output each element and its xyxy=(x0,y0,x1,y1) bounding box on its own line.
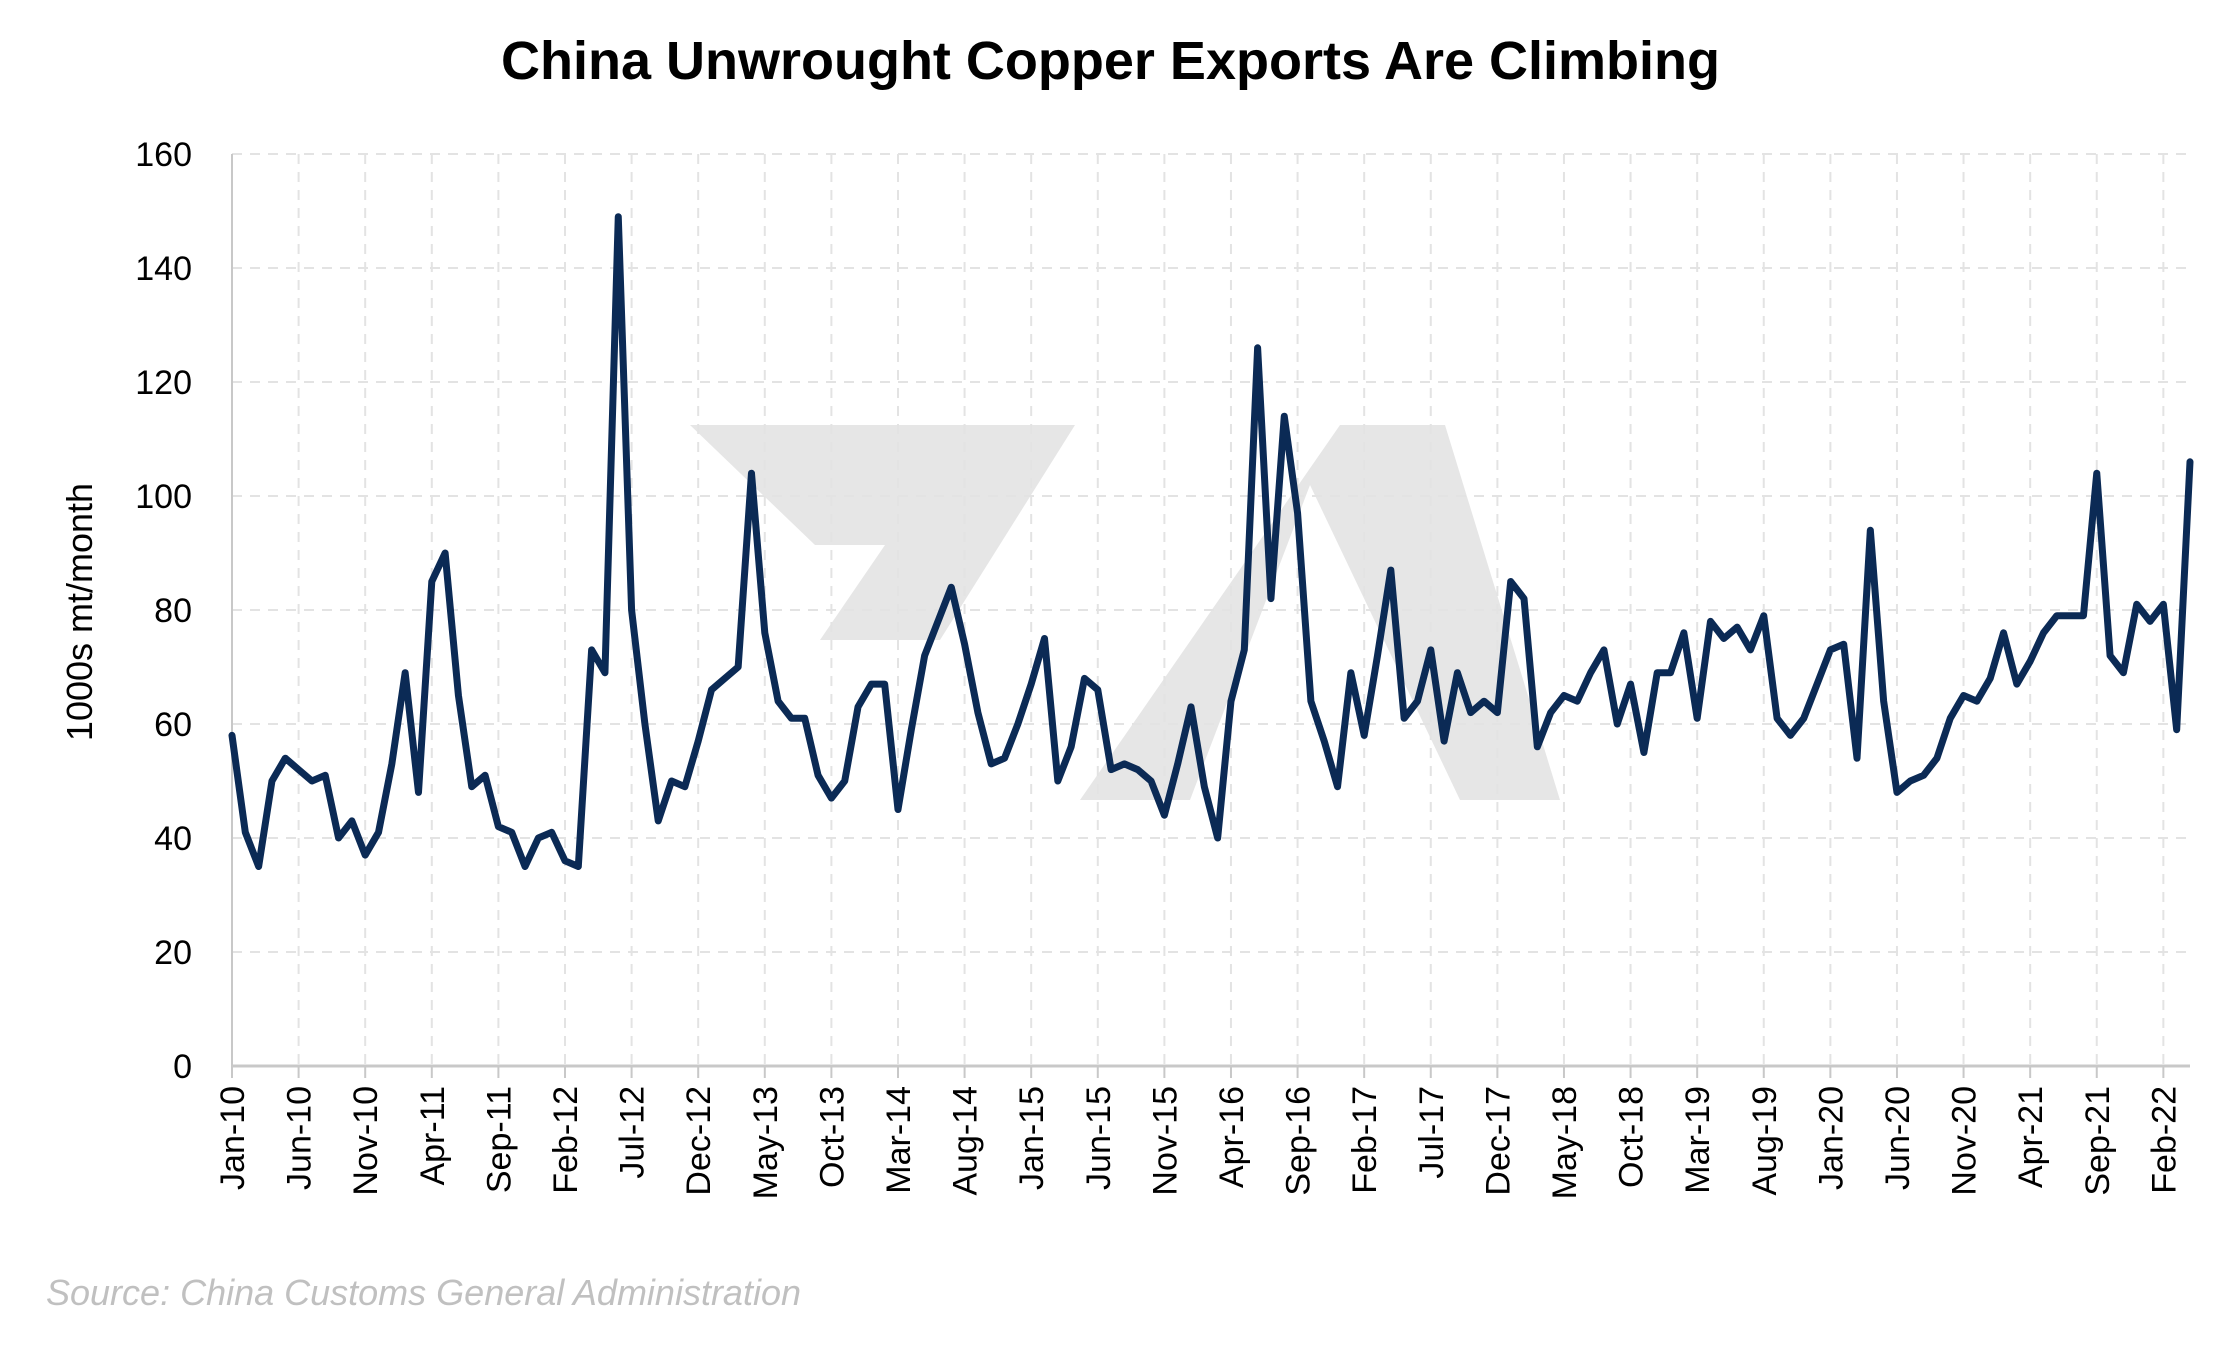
x-tick-label: Feb-22 xyxy=(2145,1086,2183,1194)
y-tick-label: 0 xyxy=(173,1048,192,1086)
x-tick-label: Aug-19 xyxy=(1746,1086,1784,1196)
watermark-logo xyxy=(690,425,1560,800)
x-tick-label: Nov-15 xyxy=(1146,1086,1184,1196)
x-tick-label: Jan-15 xyxy=(1013,1086,1051,1190)
watermark-shape xyxy=(690,425,1075,640)
x-tick-label: May-13 xyxy=(747,1086,785,1199)
chart-title: China Unwrought Copper Exports Are Climb… xyxy=(500,31,1720,91)
x-tick-label: Feb-17 xyxy=(1346,1086,1384,1194)
chart-grid xyxy=(232,153,2190,1066)
x-tick-label: Jun-20 xyxy=(1879,1086,1917,1190)
y-tick-label: 80 xyxy=(154,592,192,630)
y-tick-label: 40 xyxy=(154,820,192,858)
y-tick-label: 100 xyxy=(135,478,192,516)
x-tick-label: Nov-10 xyxy=(347,1086,385,1196)
x-tick-label: Sep-11 xyxy=(480,1086,518,1193)
x-tick-label: Aug-14 xyxy=(947,1086,985,1196)
y-tick-label: 120 xyxy=(135,364,192,402)
x-tick-label: Jul-12 xyxy=(614,1086,652,1179)
series-group xyxy=(228,213,2194,870)
watermark-shape xyxy=(1080,425,1560,800)
x-tick-label: Mar-14 xyxy=(880,1086,918,1194)
x-tick-label: Apr-21 xyxy=(2012,1086,2050,1188)
x-tick-label: Sep-16 xyxy=(1280,1086,1318,1196)
x-tick-label: Dec-12 xyxy=(680,1086,718,1196)
x-tick-label: Jul-17 xyxy=(1413,1086,1451,1179)
x-tick-label: Jun-15 xyxy=(1080,1086,1118,1190)
series-line xyxy=(228,213,2194,870)
x-tick-label: Jan-20 xyxy=(1812,1086,1850,1190)
x-tick-label: Jan-10 xyxy=(214,1086,252,1190)
y-axis-ticks: 0 20 40 60 80 100 120 140 160 xyxy=(135,136,192,1086)
y-tick-label: 60 xyxy=(154,706,192,744)
source-note: Source: China Customs General Administra… xyxy=(46,1272,801,1313)
x-axis-ticks: Jan-10 Jun-10 Nov-10 Apr-11 Sep-11 Feb-12 Jul-… xyxy=(214,1086,2183,1199)
y-tick-label: 140 xyxy=(135,250,192,288)
x-tick-label: Oct-13 xyxy=(813,1086,851,1188)
x-tick-label: Sep-21 xyxy=(2079,1086,2117,1196)
x-tick-label: Apr-16 xyxy=(1213,1086,1251,1188)
y-axis-title: 1000s mt/month xyxy=(59,483,100,741)
x-tick-label: May-18 xyxy=(1546,1086,1584,1199)
x-tick-label: Apr-11 xyxy=(414,1086,452,1186)
y-tick-label: 160 xyxy=(135,136,192,174)
x-tick-label: Oct-18 xyxy=(1613,1086,1651,1188)
chart-axes xyxy=(231,154,2190,1078)
x-tick-label: Mar-19 xyxy=(1679,1086,1717,1194)
y-tick-label: 20 xyxy=(154,934,192,972)
x-tick-label: Feb-12 xyxy=(547,1086,585,1194)
x-tick-label: Jun-10 xyxy=(281,1086,319,1190)
x-tick-label: Nov-20 xyxy=(1946,1086,1984,1196)
x-tick-label: Dec-17 xyxy=(1479,1086,1517,1196)
